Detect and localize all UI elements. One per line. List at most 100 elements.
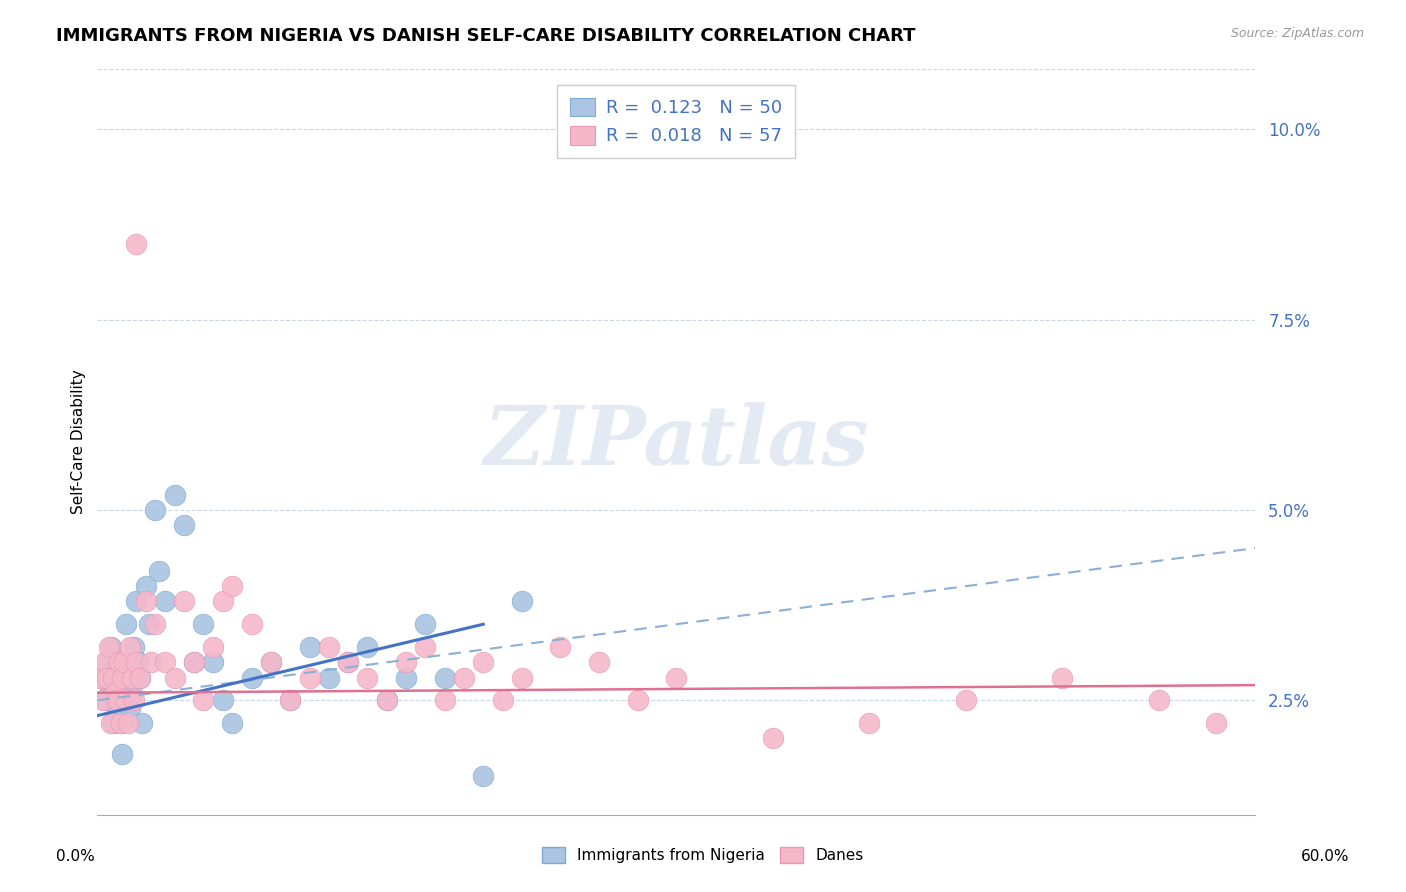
Point — [135, 594, 157, 608]
Point — [202, 655, 225, 669]
Text: Source: ZipAtlas.com: Source: ZipAtlas.com — [1230, 27, 1364, 40]
Text: 0.0%: 0.0% — [56, 849, 96, 863]
Point — [101, 671, 124, 685]
Point — [193, 693, 215, 707]
Point — [1050, 671, 1073, 685]
Point — [395, 671, 418, 685]
Point — [472, 655, 495, 669]
Point — [110, 716, 132, 731]
Point — [375, 693, 398, 707]
Point — [278, 693, 301, 707]
Point — [453, 671, 475, 685]
Point — [110, 716, 132, 731]
Point — [356, 671, 378, 685]
Point — [105, 693, 128, 707]
Text: ZIPatlas: ZIPatlas — [484, 401, 869, 482]
Point — [298, 671, 321, 685]
Point — [101, 716, 124, 731]
Point — [260, 655, 283, 669]
Point — [337, 655, 360, 669]
Point — [588, 655, 610, 669]
Point — [665, 671, 688, 685]
Point — [153, 655, 176, 669]
Point — [90, 671, 112, 685]
Legend: R =  0.123   N = 50, R =  0.018   N = 57: R = 0.123 N = 50, R = 0.018 N = 57 — [557, 85, 794, 158]
Point — [90, 671, 112, 685]
Point — [240, 671, 263, 685]
Point — [211, 693, 233, 707]
Point — [96, 671, 118, 685]
Point — [125, 236, 148, 251]
Legend: Immigrants from Nigeria, Danes: Immigrants from Nigeria, Danes — [534, 839, 872, 871]
Point — [128, 671, 150, 685]
Point — [121, 686, 143, 700]
Point — [128, 671, 150, 685]
Point — [104, 655, 127, 669]
Point — [97, 640, 120, 654]
Text: IMMIGRANTS FROM NIGERIA VS DANISH SELF-CARE DISABILITY CORRELATION CHART: IMMIGRANTS FROM NIGERIA VS DANISH SELF-C… — [56, 27, 915, 45]
Point — [143, 503, 166, 517]
Point — [111, 747, 134, 761]
Point — [510, 671, 533, 685]
Point — [107, 655, 129, 669]
Point — [415, 640, 437, 654]
Point — [104, 686, 127, 700]
Point — [100, 640, 122, 654]
Point — [163, 488, 186, 502]
Point — [125, 655, 148, 669]
Point — [110, 686, 132, 700]
Point — [94, 693, 117, 707]
Point — [107, 655, 129, 669]
Point — [125, 594, 148, 608]
Y-axis label: Self-Care Disability: Self-Care Disability — [72, 369, 86, 514]
Point — [356, 640, 378, 654]
Point — [183, 655, 205, 669]
Point — [375, 693, 398, 707]
Point — [122, 693, 145, 707]
Point — [202, 640, 225, 654]
Point — [121, 671, 143, 685]
Point — [94, 655, 117, 669]
Point — [858, 716, 880, 731]
Point — [433, 671, 456, 685]
Point — [626, 693, 648, 707]
Point — [141, 655, 163, 669]
Point — [117, 716, 139, 731]
Point — [491, 693, 513, 707]
Point — [101, 686, 124, 700]
Point — [115, 617, 138, 632]
Point — [173, 594, 195, 608]
Point — [96, 655, 118, 669]
Point — [117, 655, 139, 669]
Point — [240, 617, 263, 632]
Point — [260, 655, 283, 669]
Point — [183, 655, 205, 669]
Point — [415, 617, 437, 632]
Point — [221, 579, 243, 593]
Point — [127, 655, 149, 669]
Point — [193, 617, 215, 632]
Point — [131, 716, 153, 731]
Point — [153, 594, 176, 608]
Point — [97, 678, 120, 692]
Point — [337, 655, 360, 669]
Point — [105, 701, 128, 715]
Point — [163, 671, 186, 685]
Text: 60.0%: 60.0% — [1302, 849, 1350, 863]
Point — [115, 671, 138, 685]
Point — [433, 693, 456, 707]
Point — [91, 693, 114, 707]
Point — [148, 564, 170, 578]
Point — [955, 693, 977, 707]
Point — [1147, 693, 1170, 707]
Point — [135, 579, 157, 593]
Point — [221, 716, 243, 731]
Point — [510, 594, 533, 608]
Point — [143, 617, 166, 632]
Point — [298, 640, 321, 654]
Point — [120, 701, 142, 715]
Point — [100, 716, 122, 731]
Point — [105, 671, 128, 685]
Point — [318, 671, 340, 685]
Point — [112, 693, 135, 707]
